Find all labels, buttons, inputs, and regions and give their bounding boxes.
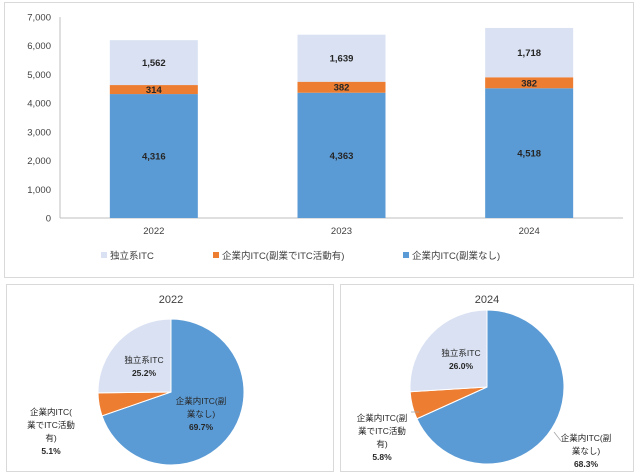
bar-segment xyxy=(109,94,198,218)
pie-slice-label: 業でITC活動 xyxy=(358,426,406,436)
pie-slice xyxy=(101,318,245,466)
pie-slice-label: 5.8% xyxy=(372,452,392,462)
y-tick-label: 3,000 xyxy=(27,127,51,138)
pie-slice-label: 68.3% xyxy=(574,459,599,469)
pie-slice-label: 有) xyxy=(376,439,388,449)
pie-slice xyxy=(409,309,488,393)
pie-chart-2024-panel: 2024 独立系ITC 26.0% 企業内ITC(副 業でITC活動 有) 5.8% 企業内I… xyxy=(340,284,634,472)
pie-title: 2024 xyxy=(475,294,499,306)
x-tick-label: 2023 xyxy=(331,226,352,237)
pie-slice-label: 独立系ITC xyxy=(124,355,163,365)
bar-segment xyxy=(485,77,574,89)
bar-segment xyxy=(297,81,386,93)
pie-slice xyxy=(97,318,172,394)
legend-swatch xyxy=(101,252,107,258)
pie-slice-label: 業でITC活動 xyxy=(27,420,75,430)
pie-slice-label: 25.2% xyxy=(132,368,157,378)
pie-slice-label: 69.7% xyxy=(189,422,214,432)
bar-data-label: 314 xyxy=(146,85,163,96)
legend-label: 独立系ITC xyxy=(110,250,154,262)
stacked-bar-chart: 0 1,000 2,000 3,000 4,000 5,000 6,000 7,000 4,31… xyxy=(27,13,623,262)
pie-chart-2022: 2022 独立系ITC 25.2% 企業内ITC( 業でITC活動有) 5.1% 企業内IT… xyxy=(27,294,245,466)
y-tick-label: 0 xyxy=(46,214,51,225)
pie-slice-label: 独立系ITC xyxy=(441,348,480,358)
pie-title: 2022 xyxy=(159,294,183,306)
y-tick-label: 2,000 xyxy=(27,156,51,167)
x-tick-label: 2022 xyxy=(143,226,164,237)
bar-segment xyxy=(297,34,386,82)
legend-swatch xyxy=(213,252,219,258)
pie-slice-label: 企業内ITC(副 xyxy=(357,413,408,423)
pie-slice-label: 企業内ITC(副 xyxy=(561,433,612,443)
y-tick-label: 4,000 xyxy=(27,99,51,110)
bar-segment xyxy=(297,92,386,218)
bar-data-label: 1,639 xyxy=(330,54,354,65)
pie-slice-label: 5.1% xyxy=(41,446,61,456)
y-tick-label: 5,000 xyxy=(27,70,51,81)
pie-chart-2024: 2024独立系ITC26.0%企業内ITC(副業でITC活動有)5.8%企業内I… xyxy=(357,294,612,469)
bar-data-label: 382 xyxy=(521,78,537,89)
x-tick-label: 2024 xyxy=(519,226,540,237)
bar-segment xyxy=(109,40,198,86)
bar-data-label: 1,562 xyxy=(142,58,166,69)
y-tick-label: 7,000 xyxy=(27,13,51,24)
pie-chart-2022-panel: 2022 独立系ITC 25.2% 企業内ITC( 業でITC活動 有) 5.1% 企業内IT… xyxy=(6,284,334,472)
y-tick-label: 6,000 xyxy=(27,41,51,52)
legend-label: 企業内ITC(副業なし) xyxy=(412,250,500,262)
pie-leader-line xyxy=(553,431,562,442)
bar-data-label: 4,518 xyxy=(517,149,541,160)
pie-slice-label: 26.0% xyxy=(449,361,474,371)
pie-slice-label: 業なし) xyxy=(572,446,601,456)
bar-segment xyxy=(109,85,198,95)
y-tick-label: 1,000 xyxy=(27,185,51,196)
bar-data-label: 382 xyxy=(334,83,350,94)
bar-data-label: 1,718 xyxy=(517,48,541,59)
pie-slice-label: 企業内ITC( xyxy=(30,407,72,417)
pie-slice xyxy=(416,309,565,465)
pie-slice-label: 業なし) xyxy=(187,409,216,419)
bar-data-label: 4,316 xyxy=(142,152,166,163)
pie-slice-label: 企業内ITC(副 xyxy=(176,396,227,406)
legend-swatch xyxy=(403,252,409,258)
legend-label: 企業内ITC(副業でITC活動有) xyxy=(222,250,344,262)
stacked-bar-chart-panel: 0 1,000 2,000 3,000 4,000 5,000 6,000 7,000 4,31… xyxy=(4,2,634,278)
bar-segment xyxy=(485,27,574,78)
bar-segment xyxy=(485,88,574,218)
pie-slice-label: 有) xyxy=(45,433,57,443)
bar-data-label: 4,363 xyxy=(330,151,354,162)
